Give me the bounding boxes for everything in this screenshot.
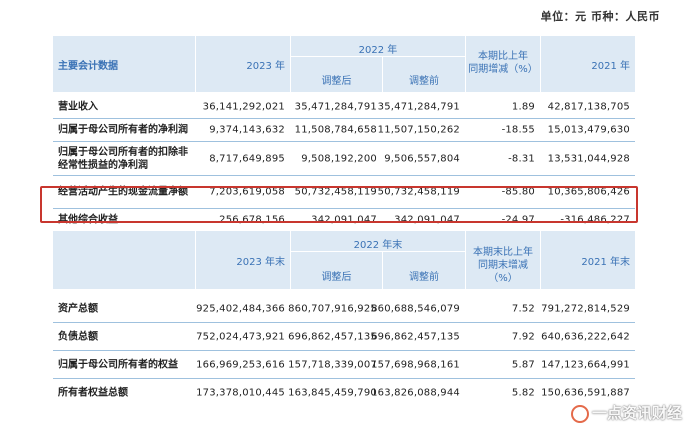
header-main-data-label: 主要会计数据 bbox=[58, 61, 118, 72]
cell-2022-adjusted: 696,862,457,135 bbox=[288, 331, 377, 342]
cell-2022-before: 696,862,457,135 bbox=[371, 331, 460, 342]
cell-2022-before: 157,698,968,161 bbox=[371, 359, 460, 370]
row-label: 所有者权益总额 bbox=[58, 387, 128, 398]
cell-2023: 36,141,292,021 bbox=[202, 101, 285, 113]
cell-2022-adjusted: 35,471,284,791 bbox=[294, 101, 377, 113]
cell-2022-before: 860,688,546,079 bbox=[371, 303, 460, 314]
table-row: 负债总额 752,024,473,921 696,862,457,135 696… bbox=[53, 323, 635, 351]
cell-2022-adjusted: 50,732,458,119 bbox=[294, 186, 377, 198]
cell-change-pct: -18.55 bbox=[501, 124, 535, 136]
header-yoy-change: 本期比上年 同期增减（%） bbox=[466, 50, 540, 76]
row-label-line1: 归属于母公司所有者的扣除非 bbox=[58, 146, 188, 158]
table-row: 归属于母公司所有者的净利润 9,374,143,632 11,508,784,6… bbox=[53, 119, 635, 142]
row-label: 资产总额 bbox=[58, 303, 98, 314]
cell-2023: 256,678,156 bbox=[219, 214, 285, 226]
watermark-logo-icon bbox=[570, 404, 589, 423]
cell-2021: 15,013,479,630 bbox=[547, 124, 630, 136]
header-2021: 2021 年 bbox=[591, 61, 630, 72]
watermark: 一点资讯财经 bbox=[570, 402, 682, 423]
cell-change-pct: -8.31 bbox=[508, 153, 535, 164]
cell-change-pct: 7.92 bbox=[511, 331, 535, 342]
cell-2023: 8,717,649,895 bbox=[209, 153, 285, 164]
table-row: 所有者权益总额 173,378,010,445 163,845,459,790 … bbox=[53, 379, 635, 406]
financial-data-table: 主要会计数据 2023 年 2022 年 调整后 调整前 本期比上年 同期增减（… bbox=[53, 36, 635, 406]
cell-2022-before: 35,471,284,791 bbox=[377, 101, 460, 113]
cell-2023: 925,402,484,366 bbox=[196, 303, 285, 314]
cell-change-pct: 7.52 bbox=[511, 303, 535, 314]
row-label: 其他综合收益 bbox=[58, 214, 118, 226]
table-row: 归属于母公司所有者的扣除非 经常性损益的净利润 8,717,649,895 9,… bbox=[53, 142, 635, 176]
header-2022: 2022 年 bbox=[358, 45, 398, 56]
cell-change-pct: 5.82 bbox=[511, 387, 535, 398]
cell-2021: 10,365,806,426 bbox=[547, 186, 630, 198]
cell-2022-adjusted: 342,091,047 bbox=[311, 214, 377, 226]
cell-2023: 7,203,619,058 bbox=[209, 186, 285, 198]
highlight-box bbox=[40, 186, 638, 223]
cell-change-pct: -85.80 bbox=[501, 186, 535, 198]
cell-2023: 166,969,253,616 bbox=[196, 359, 285, 370]
table-row: 营业收入 36,141,292,021 35,471,284,791 35,47… bbox=[53, 96, 635, 119]
table-row: 其他综合收益 256,678,156 342,091,047 342,091,0… bbox=[53, 209, 635, 231]
header-2022-year-end: 2022 年末 bbox=[353, 240, 403, 251]
row-label-line2: 经常性损益的净利润 bbox=[58, 159, 148, 171]
header-yoy-line1: 本期末比上年 bbox=[473, 247, 533, 258]
cell-change-pct: 1.89 bbox=[511, 101, 535, 113]
table-row-highlighted: 经营活动产生的现金流量净额 7,203,619,058 50,732,458,1… bbox=[53, 176, 635, 209]
row-label: 负债总额 bbox=[58, 331, 98, 342]
row-label: 归属于母公司所有者的净利润 bbox=[58, 124, 188, 136]
table-row: 归属于母公司所有者的权益 166,969,253,616 157,718,339… bbox=[53, 351, 635, 379]
cell-2023: 752,024,473,921 bbox=[196, 331, 285, 342]
header-adjusted: 调整后 bbox=[321, 272, 352, 283]
cell-2022-before: 11,507,150,262 bbox=[377, 124, 460, 136]
cell-2021: -316,486,227 bbox=[560, 214, 630, 226]
row-label: 营业收入 bbox=[58, 101, 98, 113]
cell-2022-adjusted: 9,508,192,200 bbox=[301, 153, 377, 164]
header-yoy-line2: 同期末增减（%） bbox=[478, 260, 528, 284]
table-header-annual: 主要会计数据 2023 年 2022 年 调整后 调整前 本期比上年 同期增减（… bbox=[53, 36, 635, 92]
cell-2021: 150,636,591,887 bbox=[541, 387, 630, 398]
header-yoy-line2: 同期增减（%） bbox=[468, 64, 538, 75]
table-row: 资产总额 925,402,484,366 860,707,916,925 860… bbox=[53, 295, 635, 323]
unit-currency-note: 单位：元 币种：人民币 bbox=[540, 10, 660, 23]
row-label: 归属于母公司所有者的扣除非 经常性损益的净利润 bbox=[58, 146, 188, 172]
cell-2022-before: 9,506,557,804 bbox=[384, 153, 460, 164]
watermark-text: 一点资讯财经 bbox=[591, 404, 682, 422]
cell-2023: 173,378,010,445 bbox=[196, 387, 285, 398]
header-before-adjustment: 调整前 bbox=[409, 76, 439, 87]
cell-2021: 147,123,664,991 bbox=[541, 359, 630, 370]
row-label: 归属于母公司所有者的权益 bbox=[58, 359, 178, 370]
header-adjusted: 调整后 bbox=[321, 76, 352, 87]
cell-2022-adjusted: 860,707,916,925 bbox=[288, 303, 377, 314]
header-2023: 2023 年 bbox=[246, 61, 285, 72]
row-label: 经营活动产生的现金流量净额 bbox=[58, 186, 188, 198]
cell-2022-adjusted: 157,718,339,007 bbox=[288, 359, 377, 370]
table-header-year-end: 2023 年末 2022 年末 调整后 调整前 本期末比上年 同期末增减（%） … bbox=[53, 231, 635, 289]
header-yoy-change-year-end: 本期末比上年 同期末增减（%） bbox=[466, 246, 540, 285]
cell-2021: 42,817,138,705 bbox=[547, 101, 630, 113]
cell-2022-before: 163,826,088,944 bbox=[371, 387, 460, 398]
cell-2023: 9,374,143,632 bbox=[209, 124, 285, 136]
cell-2022-before: 342,091,047 bbox=[394, 214, 460, 226]
cell-change-pct: -24.97 bbox=[501, 214, 535, 226]
header-2023-year-end: 2023 年末 bbox=[236, 257, 285, 268]
header-before-adjustment: 调整前 bbox=[409, 272, 439, 283]
cell-2022-adjusted: 163,845,459,790 bbox=[288, 387, 377, 398]
header-yoy-line1: 本期比上年 bbox=[478, 51, 528, 62]
cell-2021: 791,272,814,529 bbox=[541, 303, 630, 314]
header-2021-year-end: 2021 年末 bbox=[581, 257, 630, 268]
cell-2022-adjusted: 11,508,784,658 bbox=[294, 124, 377, 136]
cell-change-pct: 5.87 bbox=[511, 359, 535, 370]
cell-2022-before: 50,732,458,119 bbox=[377, 186, 460, 198]
cell-2021: 640,636,222,642 bbox=[541, 331, 630, 342]
cell-2021: 13,531,044,928 bbox=[547, 153, 630, 164]
